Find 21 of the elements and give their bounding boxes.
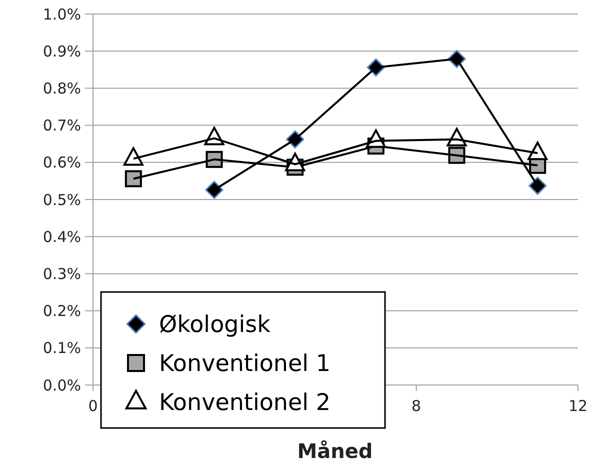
y-tick-label: 1.0% — [42, 5, 81, 24]
y-tick-label: 0.1% — [42, 339, 81, 358]
x-tick-label: 12 — [568, 397, 588, 415]
y-tick-label: 0.9% — [42, 42, 81, 60]
legend-label: Konventionel 1 — [159, 351, 330, 378]
point — [528, 176, 547, 195]
x-tick-label: 8 — [412, 397, 422, 415]
y-tick-label: 0.4% — [42, 228, 81, 246]
point — [205, 180, 224, 199]
y-tick-label: 0.5% — [42, 190, 81, 209]
y-tick-label: 0.7% — [42, 116, 81, 135]
y-tick-label: 0.3% — [42, 264, 81, 283]
y-tick-label: 0.6% — [42, 154, 81, 172]
x-tick-label: 0 — [88, 397, 98, 415]
y-tick-label: 0.8% — [42, 79, 81, 98]
legend-label: Økologisk — [159, 312, 272, 338]
y-tick-label: 0.2% — [42, 302, 81, 320]
legend-label: Konventionel 2 — [159, 390, 330, 416]
y-tick-label: 0.0% — [42, 376, 81, 394]
point — [124, 170, 142, 188]
x-axis-title: Måned — [297, 439, 373, 463]
